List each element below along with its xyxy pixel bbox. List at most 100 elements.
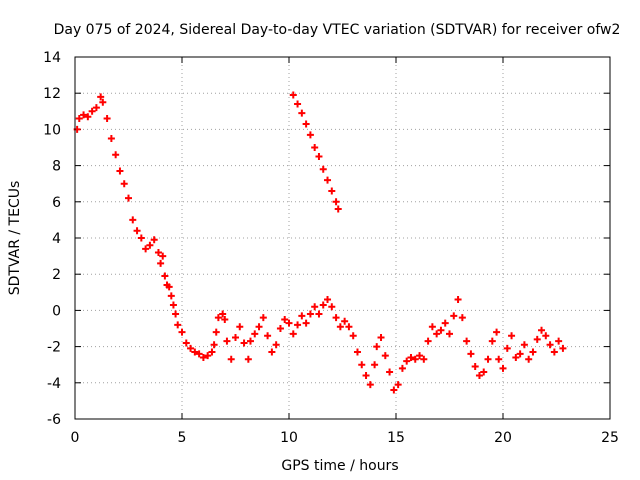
data-point [240, 339, 248, 347]
data-point [508, 332, 516, 340]
data-point [259, 314, 267, 322]
data-point [137, 234, 145, 242]
y-axis-label: SDTVAR / TECUs [7, 181, 23, 296]
data-point [525, 355, 533, 363]
data-point [75, 115, 83, 123]
data-point [398, 364, 406, 372]
x-tick-label: 10 [280, 430, 298, 446]
data-point [302, 120, 310, 128]
data-point [420, 355, 428, 363]
y-tick-label: -6 [47, 412, 61, 428]
data-point [546, 341, 554, 349]
data-point [255, 323, 263, 331]
data-point [336, 323, 344, 331]
data-point [244, 355, 252, 363]
data-point [306, 131, 314, 139]
data-point [358, 361, 366, 369]
data-point [328, 303, 336, 311]
data-point [221, 315, 229, 323]
data-point [112, 151, 120, 159]
data-point [174, 321, 182, 329]
data-point [99, 98, 107, 106]
data-point [373, 343, 381, 351]
data-point [334, 205, 342, 213]
data-point [555, 337, 563, 345]
y-tick-label: 12 [43, 86, 61, 102]
y-tick-label: -4 [47, 376, 61, 392]
data-point [520, 341, 528, 349]
plot-frame [74, 56, 611, 420]
data-point [503, 344, 511, 352]
data-point [362, 372, 370, 380]
data-point [390, 386, 398, 394]
data-point [125, 194, 132, 202]
data-point [80, 111, 88, 119]
data-point [458, 314, 466, 322]
data-point [276, 325, 284, 332]
data-point [199, 353, 207, 361]
data-point [236, 323, 244, 331]
data-point [550, 348, 558, 356]
data-point [529, 348, 537, 356]
y-tick-label: 8 [52, 159, 61, 175]
data-point [182, 339, 190, 347]
tick-labels: 0 5 10 15 20 25 -6 -4 -2 0 2 4 6 8 10 12 14 [43, 50, 619, 446]
data-point [97, 93, 105, 101]
data-point [84, 113, 92, 121]
data-point [212, 328, 220, 336]
data-point [381, 352, 389, 360]
data-point [268, 348, 276, 356]
y-tick-label: 0 [52, 303, 61, 319]
x-tick-label: 20 [494, 430, 512, 446]
data-point [159, 252, 167, 260]
data-point [480, 368, 488, 376]
data-point [394, 381, 402, 389]
data-point [538, 326, 546, 334]
data-point [103, 115, 111, 123]
data-point [371, 361, 379, 369]
data-point [475, 372, 483, 380]
data-point [191, 348, 199, 356]
data-point [471, 363, 479, 371]
data-point [315, 153, 323, 161]
data-point [416, 352, 424, 360]
data-point [332, 198, 340, 206]
data-point [133, 227, 141, 235]
data-point [324, 296, 332, 304]
data-point [533, 335, 541, 343]
data-point [298, 109, 306, 117]
data-point [441, 319, 449, 327]
data-point [424, 337, 432, 345]
data-point [433, 330, 441, 338]
data-point [499, 364, 507, 372]
data-point [341, 317, 349, 325]
data-point [386, 368, 394, 376]
data-point [246, 337, 254, 345]
data-point [289, 91, 297, 99]
data-point [88, 107, 96, 115]
data-point [154, 248, 162, 256]
data-point [403, 357, 411, 365]
data-point [484, 355, 492, 363]
data-point [227, 355, 235, 363]
data-point [345, 323, 353, 331]
data-point [264, 332, 272, 340]
data-point [311, 144, 319, 151]
y-tick-label: -2 [47, 340, 61, 356]
data-point [120, 180, 128, 188]
x-tick-label: 5 [178, 430, 187, 446]
data-point [411, 355, 419, 363]
data-point [107, 134, 115, 142]
y-tick-label: 4 [52, 231, 61, 247]
data-point [116, 167, 124, 175]
data-point [516, 350, 524, 358]
data-point [92, 104, 100, 112]
data-point [493, 328, 501, 336]
data-point [302, 319, 310, 327]
data-point [559, 344, 567, 352]
data-point [178, 328, 186, 336]
data-point [467, 350, 475, 358]
grid-lines [75, 57, 610, 419]
data-point [488, 337, 496, 345]
data-point [315, 310, 323, 318]
